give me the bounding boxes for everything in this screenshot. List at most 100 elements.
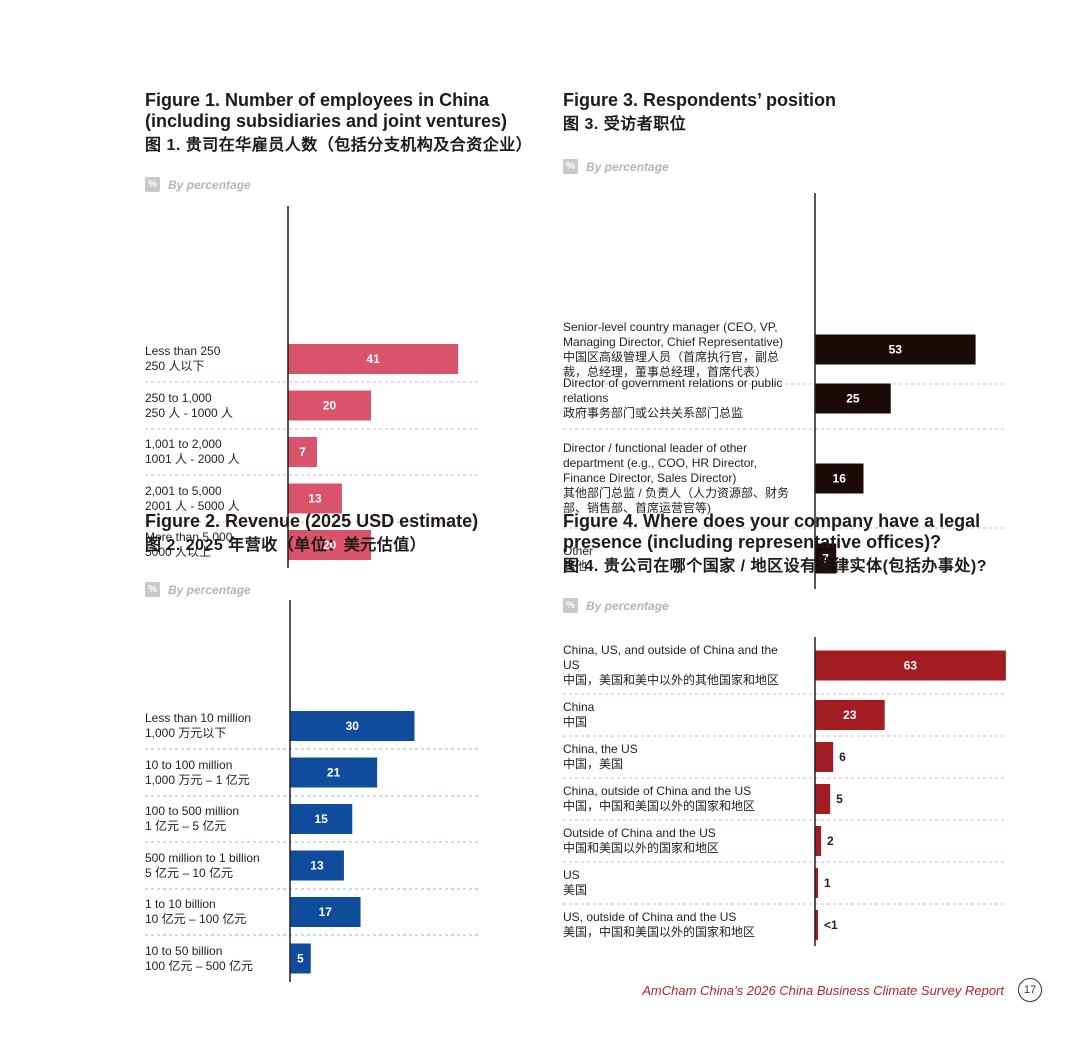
page-number: 17 [1018, 978, 1042, 1002]
category-label-cn: 1001 人 - 2000 人 [145, 452, 240, 466]
category-label-cn: 其他部门总监 / 负责人（人力资源部、财务部、销售部、首席运营官等) [563, 486, 790, 515]
category-label: 2,001 to 5,000 2001 人 - 5000 人 [145, 484, 285, 514]
bar-value-label: 63 [904, 659, 918, 673]
category-label: Outside of China and the US 中国和美国以外的国家和地区 [563, 826, 793, 856]
category-label-cn: 其他 [563, 558, 588, 573]
chart-plot: 53 25 16 7 [563, 193, 1005, 589]
category-label-cn: 中国，中国和美国以外的国家和地区 [563, 799, 756, 813]
category-label-cn: 100 亿元 – 500 亿元 [145, 958, 254, 973]
chart-plot: 41 20 7 13 20 [145, 206, 478, 568]
category-label-cn: 5 亿元 – 10 亿元 [145, 865, 234, 880]
category-label-cn: 1 亿元 – 5 亿元 [145, 819, 227, 833]
bar-value-label: 21 [327, 766, 341, 780]
category-label: More than 5,000 5000 人以上 [145, 530, 285, 560]
by-percentage-note: % By percentage [563, 598, 669, 613]
category-label-en: More than 5,000 [145, 530, 233, 544]
bar [815, 826, 822, 856]
bar [815, 910, 818, 940]
bar-value-label: 23 [843, 708, 857, 722]
category-label: US, outside of China and the US 美国，中国和美国以… [563, 910, 793, 940]
bar [815, 463, 864, 494]
bar-value-label: <1 [824, 918, 838, 932]
bar-value-label: 17 [319, 905, 333, 919]
by-percentage-label: By percentage [586, 598, 669, 613]
bar-value-label: 30 [346, 719, 360, 733]
category-label-cn: 中国，美国和美中以外的其他国家和地区 [563, 673, 780, 687]
bar [290, 711, 415, 741]
bar [288, 437, 318, 467]
category-label-en: Senior-level country manager (CEO, VP, M… [563, 319, 784, 349]
percent-icon: % [145, 582, 160, 597]
category-label: 100 to 500 million 1 亿元 – 5 亿元 [145, 804, 285, 834]
bar [288, 390, 371, 421]
category-label: 10 to 100 million 1,000 万元 – 1 亿元 [145, 758, 285, 788]
figure-1-title: Figure 1. Number of employees in China (… [145, 90, 508, 131]
by-percentage-note: % By percentage [563, 159, 669, 174]
bar [815, 334, 976, 365]
bar-value-label: 7 [822, 552, 829, 566]
bar-value-label: 13 [310, 859, 324, 873]
category-label-en: US, outside of China and the US [563, 910, 737, 924]
category-label-en: Outside of China and the US [563, 826, 716, 840]
category-label-en: US [563, 868, 580, 882]
category-label-en: 10 to 50 billion [145, 943, 223, 958]
category-label: 250 to 1,000 250 人 - 1000 人 [145, 391, 285, 421]
bar [288, 530, 371, 560]
category-label-en: Less than 250 [145, 344, 221, 358]
chart-plot: 63 23 6 5 2 1 <1 [563, 637, 1006, 946]
bar-value-label: 25 [846, 392, 860, 406]
category-label-en: 2,001 to 5,000 [145, 483, 222, 498]
category-label-cn: 250 人 - 1000 人 [145, 405, 234, 420]
bar-value-label: 5 [297, 952, 304, 966]
bar-value-label: 41 [366, 352, 380, 366]
bar [815, 383, 891, 414]
by-percentage-label: By percentage [586, 159, 669, 174]
figure-4-title: Figure 4. Where does your company have a… [563, 511, 981, 552]
figure-2-title: Figure 2. Revenue (2025 USD estimate) [145, 511, 479, 531]
bar-value-label: 16 [833, 472, 847, 486]
category-label-en: 100 to 500 million [145, 804, 240, 818]
by-percentage-label: By percentage [168, 177, 251, 192]
bar-value-label: 15 [314, 812, 328, 826]
percent-icon: % [145, 177, 160, 192]
category-label-cn: 1,000 万元以下 [145, 726, 227, 740]
category-label: 10 to 50 billion 100 亿元 – 500 亿元 [145, 944, 285, 974]
bar [815, 543, 837, 574]
category-label-en: 250 to 1,000 [145, 390, 212, 405]
figure-2: Figure 2. Revenue (2025 USD estimate) 图 … [145, 511, 555, 982]
report-footer: AmCham China’s 2026 China Business Clima… [642, 983, 1004, 998]
category-label: China 中国 [563, 700, 793, 730]
category-label: Senior-level country manager (CEO, VP, M… [563, 320, 798, 380]
category-label: China, the US 中国，美国 [563, 742, 793, 772]
bar-value-label: 1 [824, 876, 831, 890]
figure-3-title: Figure 3. Respondents’ position [563, 90, 837, 110]
by-percentage-note: % By percentage [145, 582, 251, 597]
category-label: Director / functional leader of other de… [563, 441, 798, 516]
percent-icon: % [563, 159, 578, 174]
category-label-cn: 中国，美国 [563, 757, 624, 771]
bar-value-label: 6 [839, 750, 846, 764]
category-label-cn: 10 亿元 – 100 亿元 [145, 912, 247, 926]
category-label: China, US, and outside of China and the … [563, 643, 793, 688]
category-label-en: 10 to 100 million [145, 757, 233, 772]
bar-value-label: 7 [299, 445, 306, 459]
bar [815, 742, 834, 772]
category-label-cn: 250 人以下 [145, 359, 205, 373]
figure-4: Figure 4. Where does your company have a… [563, 511, 1013, 956]
category-label: Other 其他 [563, 544, 798, 574]
category-label-en: Other [563, 543, 594, 558]
bar [288, 344, 459, 374]
category-label-cn: 2001 人 - 5000 人 [145, 498, 240, 513]
category-label-en: China, the US [563, 742, 638, 756]
bar-value-label: 2 [827, 834, 834, 848]
bar [290, 804, 353, 834]
category-label-en: Director / functional leader of other de… [563, 441, 758, 485]
bar [290, 897, 361, 927]
category-label: 1,001 to 2,000 1001 人 - 2000 人 [145, 437, 285, 467]
percent-icon: % [563, 598, 578, 613]
figure-3-title-cn: 图 3. 受访者职位 [563, 116, 687, 133]
category-label-en: 500 million to 1 billion [145, 850, 260, 865]
category-label-cn: 美国，中国和美国以外的国家和地区 [563, 925, 756, 939]
bar [815, 784, 831, 814]
category-label-cn: 中国区高级管理人员（首席执行官，副总裁，总经理，董事总经理，首席代表） [563, 349, 780, 379]
